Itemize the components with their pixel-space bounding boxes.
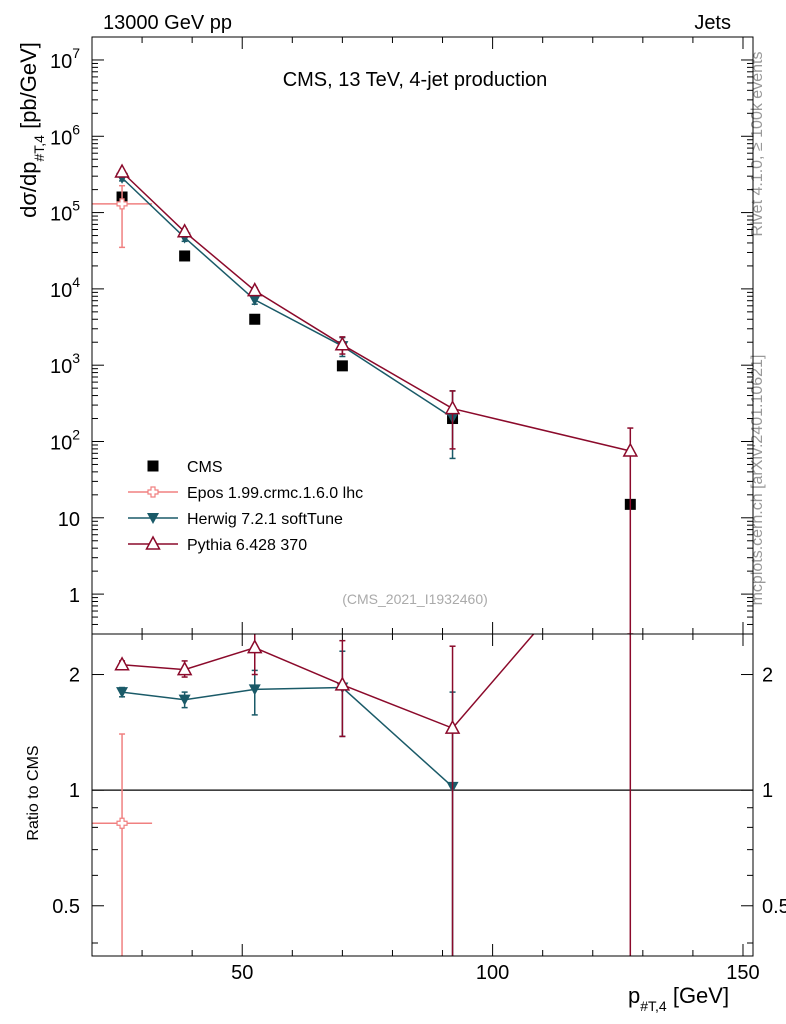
data-point [176,661,193,676]
data-point [116,198,128,210]
x-tick-label: 100 [476,962,509,984]
header-process-label: Jets [694,12,731,34]
y-tick-label: 107 [50,45,80,73]
y-tick-label: 1 [69,585,80,607]
y-tick-label: 10 [58,509,80,531]
data-point [444,719,461,734]
legend: CMS Epos 1.99.crmc.1.6.0 lhc Herwig 7.2.1 … [128,459,363,554]
main-data-layer [92,163,639,634]
legend-label: CMS [187,459,223,476]
data-point [114,656,130,671]
data-point [336,360,348,372]
legend-marker [145,535,161,550]
chart-title: CMS, 13 TeV, 4-jet production [283,69,548,91]
y-tick-label: 104 [50,274,80,302]
data-point [179,250,191,262]
legend-entry: Pythia 6.428 370 [128,535,307,554]
x-tick-label: 50 [231,962,253,984]
series-line [121,686,454,788]
ratio-y-tick-label: 0.5 [52,896,80,918]
legend-label: Pythia 6.428 370 [187,537,307,554]
ratio-y-tick-label: 1 [762,780,773,802]
legend-entry: Epos 1.99.crmc.1.6.0 lhc [128,485,363,502]
ratio-ticks: 2 2 1 1 0.5 0.5 50 100 150 [52,37,786,984]
y-tick-label: 103 [50,350,80,378]
data-point [116,817,128,829]
data-point [622,442,639,457]
ratio-y-axis-label: Ratio to CMS [25,745,42,840]
x-tick-label: 150 [726,962,759,984]
legend-marker [147,513,159,524]
legend-label: Herwig 7.2.1 softTune [187,511,343,528]
ratio-data-layer [92,634,753,956]
data-point [246,282,263,297]
data-point [444,400,461,415]
series-line [121,177,453,419]
y-tick-label: 106 [50,121,80,149]
ratio-y-tick-label: 2 [762,665,773,687]
legend-marker [147,486,159,498]
data-point [176,223,193,238]
main-y-axis-label: dσ/dp#T,4 [pb/GeV] [16,42,47,218]
legend-marker [147,460,159,472]
ratio-panel: 2 2 1 1 0.5 0.5 50 100 150 [52,37,786,984]
mcplots-reference-label: mcplots.cern.ch [arXiv:2401.10621] [749,355,766,606]
series-epos [92,184,153,249]
series-line [121,171,631,452]
ratio-y-tick-label: 1 [69,780,80,802]
legend-entry: CMS [147,459,223,476]
x-axis-label: p#T,4 [GeV] [628,983,729,1014]
data-point [334,336,351,351]
data-point [114,163,130,178]
data-point [248,294,261,306]
legend-label: Epos 1.99.crmc.1.6.0 lhc [187,485,363,502]
y-tick-label: 102 [50,426,80,454]
data-point [248,684,261,696]
legend-entry: Herwig 7.2.1 softTune [128,511,343,528]
data-point [246,639,263,654]
series-line [121,634,535,730]
ratio-y-tick-label: 2 [69,665,80,687]
data-point [116,687,129,699]
ratio-y-tick-label: 0.5 [762,896,786,918]
header-energy-label: 13000 GeV pp [103,12,232,34]
data-point [178,694,191,706]
data-point [249,313,261,325]
series-pythia [114,163,639,634]
series-epos [92,733,153,956]
ratio-plot-frame [91,633,754,957]
series-pythia [114,634,632,956]
y-tick-label: 105 [50,198,80,226]
data-point [334,676,351,691]
analysis-id-label: (CMS_2021_I1932460) [342,591,488,607]
series-herwig [116,650,459,956]
